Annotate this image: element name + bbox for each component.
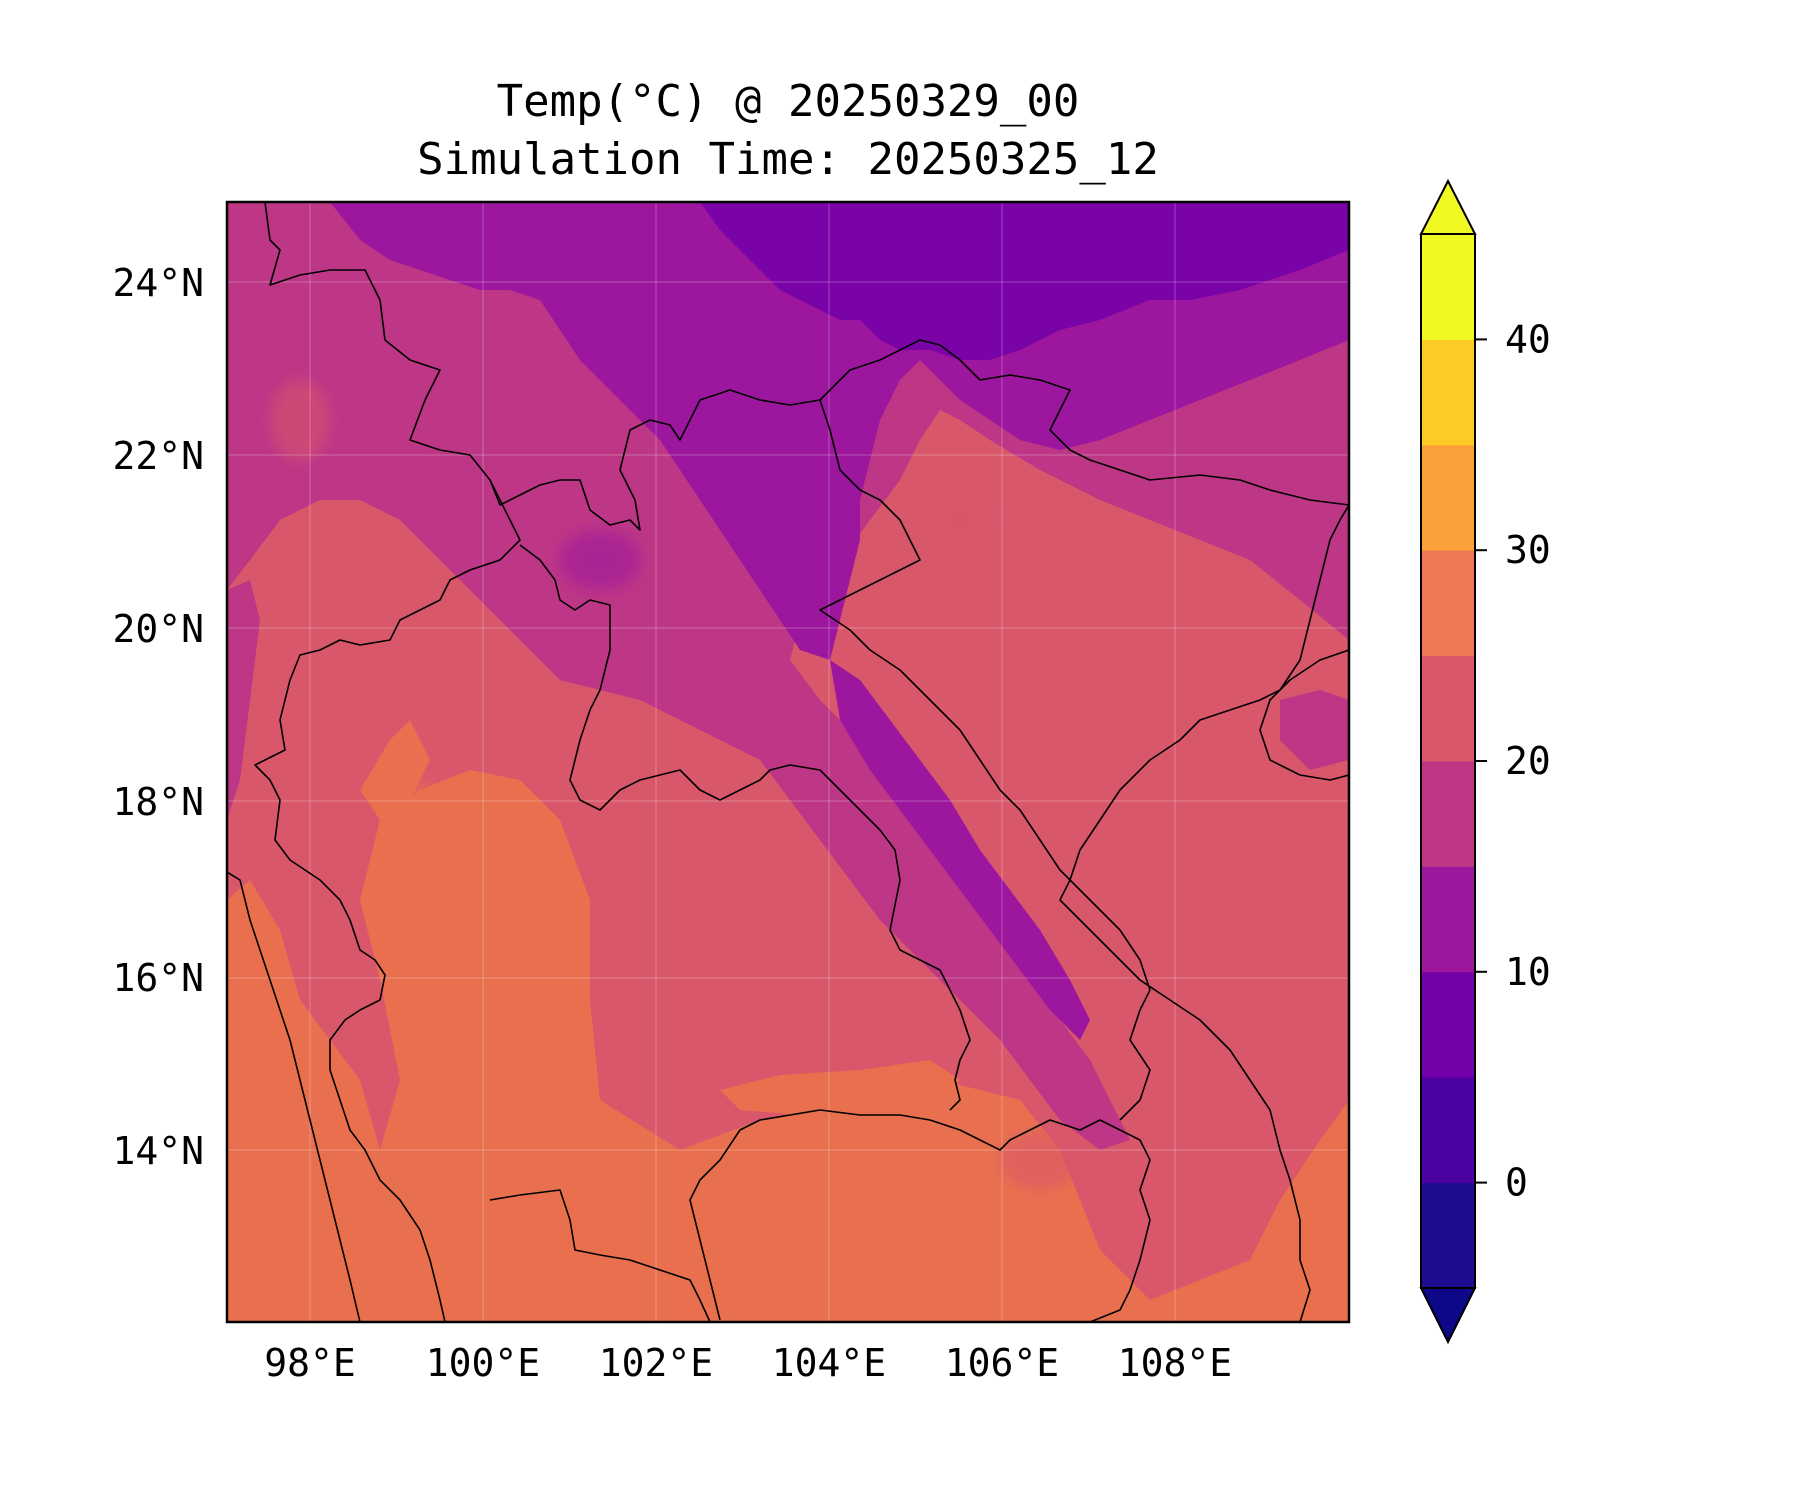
lon-tick-100: 100°E: [426, 1341, 540, 1385]
lat-tick-24: 24°N: [112, 261, 204, 305]
colorbar-segment: [1421, 550, 1475, 657]
chart-title-line1: Temp(°C) @ 20250329_00: [497, 76, 1080, 127]
colorbar-segment: [1421, 866, 1475, 973]
field-hot-korat: [720, 1060, 960, 1120]
lon-tick-98: 98°E: [264, 1341, 356, 1385]
lat-tick-16: 16°N: [112, 956, 204, 1000]
lon-tick-106: 106°E: [945, 1341, 1059, 1385]
country-borders: [227, 202, 1349, 1322]
colorbar-ticks: 0 10 20 30 40: [1475, 317, 1551, 1205]
colorbar-over-arrow: [1419, 178, 1477, 235]
border-myanmar-laos-thailand: [254, 479, 521, 1322]
map-frame: [225, 200, 1351, 1324]
colorbar-segment: [1421, 1182, 1475, 1289]
border-myanmar-china: [264, 202, 1349, 531]
colorbar-segment: [1421, 234, 1475, 340]
lon-tick-108: 108°E: [1118, 1341, 1232, 1385]
colorbar-segment: [1421, 655, 1475, 762]
colorbar: 0 10 20 30 40: [1419, 178, 1551, 1345]
coast-hainan: [1259, 649, 1349, 781]
colorbar-segment: [1421, 971, 1475, 1078]
lon-tick-102: 102°E: [599, 1341, 713, 1385]
field-mild-hainan: [1280, 690, 1349, 770]
border-cambodia: [689, 1109, 1151, 1322]
chart-title-line2: Simulation Time: 20250325_12: [417, 134, 1159, 185]
lat-tick-20: 20°N: [112, 607, 204, 651]
colorbar-segment: [1421, 761, 1475, 867]
colorbar-under-arrow: [1419, 1287, 1477, 1345]
colorbar-segment: [1421, 339, 1475, 446]
colorbar-tick-label: 10: [1505, 950, 1551, 994]
colorbar-tick-label: 0: [1505, 1161, 1528, 1205]
map-gridlines: [227, 202, 1349, 1322]
colorbar-tick-label: 20: [1505, 739, 1551, 783]
lat-tick-18: 18°N: [112, 780, 204, 824]
border-laos-vietnam: [819, 399, 1151, 1121]
field-blob-1: [560, 530, 640, 590]
field-blob-5: [270, 380, 330, 460]
lat-tick-14: 14°N: [112, 1129, 204, 1173]
colorbar-segments: [1421, 234, 1475, 1289]
coast-myanmar-west: [227, 871, 361, 1322]
colorbar-tick-label: 30: [1505, 528, 1551, 572]
field-blob-4: [1000, 1130, 1080, 1190]
field-blob-2: [390, 780, 450, 860]
field-hot-central-plain: [390, 790, 580, 1050]
temperature-field: [227, 202, 1349, 1322]
field-blob-3: [930, 496, 990, 544]
lat-tick-labels: 24°N 22°N 20°N 18°N 16°N 14°N: [112, 261, 204, 1173]
field-mild-west-edge: [227, 580, 260, 820]
lon-tick-labels: 98°E 100°E 102°E 104°E 106°E 108°E: [264, 1341, 1232, 1385]
colorbar-tick-label: 40: [1505, 317, 1551, 361]
border-laos-thailand-mekong: [519, 544, 971, 1111]
lat-tick-22: 22°N: [112, 434, 204, 478]
coast-vietnam-east: [1059, 504, 1349, 1322]
coast-gulf-thailand: [489, 1189, 711, 1322]
lon-tick-104: 104°E: [772, 1341, 886, 1385]
colorbar-segment: [1421, 444, 1475, 551]
colorbar-segment: [1421, 1077, 1475, 1184]
field-cold-ne: [1020, 202, 1349, 260]
field-cool-annamite: [830, 660, 1090, 1040]
